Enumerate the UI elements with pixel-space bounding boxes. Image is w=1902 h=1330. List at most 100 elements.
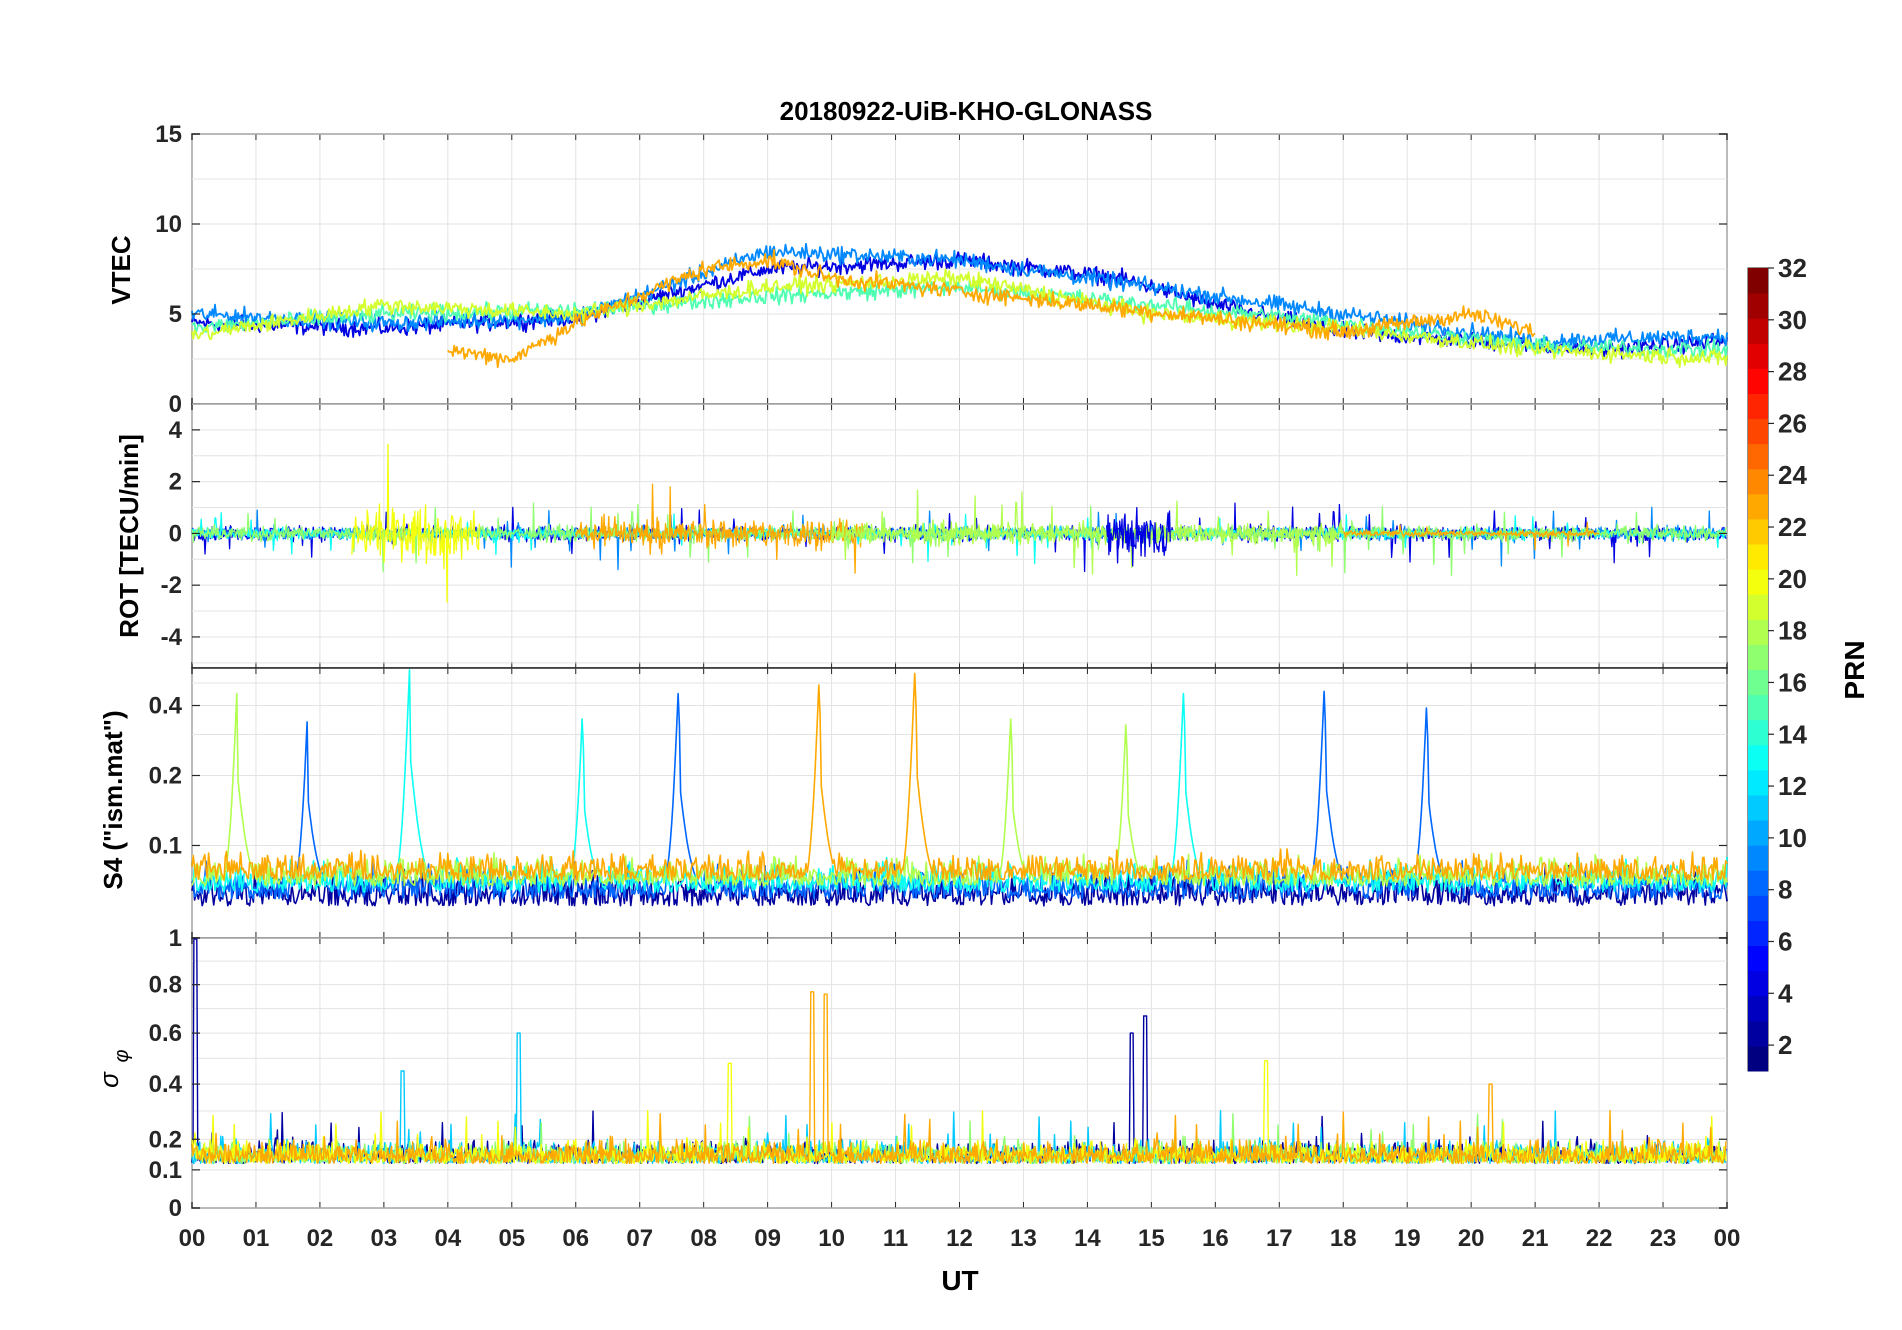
- x-tick-label: 10: [818, 1225, 845, 1252]
- colorbar-band: [1748, 619, 1768, 645]
- colorbar-band: [1748, 1020, 1768, 1047]
- colorbar-band: [1748, 920, 1768, 947]
- sigma-y-tick-label: 0.6: [149, 1020, 182, 1047]
- x-tick-label: 00: [1714, 1225, 1741, 1252]
- x-tick-label: 19: [1394, 1225, 1421, 1252]
- sigma-series-prn-23: [191, 991, 1727, 1165]
- x-tick-label: 05: [498, 1225, 525, 1252]
- colorbar-band: [1748, 594, 1768, 620]
- colorbar-tick-label: 32: [1778, 253, 1807, 283]
- sigma-ylabel-main: σ: [94, 1071, 124, 1088]
- x-tick-label: 15: [1138, 1225, 1165, 1252]
- colorbar-band: [1748, 669, 1768, 696]
- x-axis-label: UT: [941, 1265, 978, 1296]
- colorbar-band: [1748, 268, 1768, 294]
- s4-ylabel: S4 ("ism.mat"): [98, 710, 128, 889]
- colorbar-band: [1748, 418, 1768, 445]
- rot-series-prn-23: [1342, 521, 1600, 551]
- vtec-series-prn-9: [191, 242, 1728, 349]
- colorbar-band: [1748, 544, 1768, 570]
- x-tick-label: 07: [626, 1225, 653, 1252]
- colorbar-tick-label: 28: [1778, 357, 1807, 387]
- vtec-series-prn-19: [191, 268, 1728, 369]
- x-tick-label: 12: [946, 1225, 973, 1252]
- sigma-ylabel: σ φ: [94, 1049, 133, 1087]
- colorbar-tick-label: 22: [1778, 512, 1807, 542]
- colorbar-label: PRN: [1839, 640, 1870, 699]
- sigma-y-tick-label: 0.8: [149, 972, 182, 999]
- colorbar-band: [1748, 694, 1768, 721]
- panel-s4: 0.1 0.2 0.4 S4 ("ism.mat"): [98, 667, 1728, 939]
- sigma-y-ticks: 0 0.1 0.2 0.4 0.6 0.8 1: [149, 925, 1727, 1222]
- panel-rot: -4 -2 0 2 4 ROT [TECU/min]: [114, 403, 1728, 669]
- colorbar-band: [1748, 318, 1768, 344]
- x-tick-label: 13: [1010, 1225, 1037, 1252]
- colorbar-band: [1748, 493, 1768, 520]
- colorbar-tick-label: 6: [1778, 926, 1792, 956]
- rot-series-prn-23: [575, 483, 864, 574]
- x-tick-label: 14: [1074, 1225, 1101, 1252]
- rot-series-prn-20: [351, 443, 480, 603]
- x-tick-label: 02: [307, 1225, 334, 1252]
- colorbar-band: [1748, 970, 1768, 997]
- x-tick-label: 06: [562, 1225, 589, 1252]
- x-tick-label: 23: [1650, 1225, 1677, 1252]
- x-tick-label: 21: [1522, 1225, 1549, 1252]
- colorbar-band: [1748, 468, 1768, 495]
- colorbar-tick-label: 26: [1778, 408, 1807, 438]
- vtec-y-tick-label: 0: [169, 391, 182, 418]
- x-tick-label: 09: [754, 1225, 781, 1252]
- x-tick-label: 17: [1266, 1225, 1293, 1252]
- colorbar-band: [1748, 368, 1768, 394]
- panel-sigma-phi: 0 0.1 0.2 0.4 0.6 0.8 1 σ φ: [94, 925, 1728, 1222]
- rot-y-tick-label: 2: [169, 469, 182, 496]
- sigma-y-tick-label: 0.4: [149, 1071, 183, 1098]
- colorbar-band: [1748, 393, 1768, 420]
- s4-y-tick-label: 0.2: [149, 763, 182, 790]
- panel-vtec: 0 5 10 15 VTEC: [106, 121, 1728, 418]
- colorbar-tick-label: 30: [1778, 305, 1807, 335]
- vtec-y-tick-label: 10: [155, 211, 182, 238]
- rot-series-prn-4: [1105, 510, 1171, 567]
- colorbar-band: [1748, 644, 1768, 670]
- x-tick-label: 16: [1202, 1225, 1229, 1252]
- s4-y-ticks: 0.1 0.2 0.4: [149, 693, 1727, 859]
- rot-y-tick-label: -2: [161, 572, 182, 599]
- rot-traces: [191, 443, 1727, 603]
- sigma-y-tick-label: 0.2: [149, 1126, 182, 1153]
- vtec-y-tick-label: 15: [155, 121, 182, 148]
- vtec-series-prn-23: [447, 249, 1536, 369]
- colorbar-tick-label: 12: [1778, 771, 1807, 801]
- vtec-grid: [191, 133, 1728, 405]
- colorbar-band: [1748, 744, 1768, 771]
- colorbar-band: [1748, 443, 1768, 470]
- sigma-y-tick-label: 0.1: [149, 1157, 182, 1184]
- x-tick-label: 18: [1330, 1225, 1357, 1252]
- sigma-traces: [191, 938, 1727, 1165]
- s4-y-tick-label: 0.4: [149, 693, 183, 720]
- sigma-ylabel-sub: φ: [111, 1049, 133, 1062]
- rot-ylabel: ROT [TECU/min]: [114, 434, 144, 638]
- colorbar-band: [1748, 719, 1768, 746]
- x-tick-label: 04: [434, 1225, 461, 1252]
- colorbar-band: [1748, 820, 1768, 846]
- vtec-y-tick-label: 5: [169, 301, 182, 328]
- colorbar-tick-label: 14: [1778, 719, 1807, 749]
- colorbar-tick-label: 8: [1778, 875, 1792, 905]
- colorbar-band: [1748, 293, 1768, 319]
- rot-y-ticks: -4 -2 0 2 4: [161, 417, 1727, 651]
- colorbar-band: [1748, 1045, 1768, 1072]
- colorbar-band: [1748, 845, 1768, 871]
- colorbar-bands: [1748, 268, 1768, 1072]
- colorbar-tick-label: 10: [1778, 823, 1807, 853]
- x-tick-label: 03: [371, 1225, 398, 1252]
- colorbar-tick-label: 24: [1778, 460, 1807, 490]
- x-tick-label: 20: [1458, 1225, 1485, 1252]
- rot-y-tick-label: 4: [169, 417, 183, 444]
- s4-y-tick-label: 0.1: [149, 832, 182, 859]
- colorbar-band: [1748, 769, 1768, 796]
- colorbar-tick-label: 20: [1778, 564, 1807, 594]
- vtec-traces: [191, 242, 1728, 369]
